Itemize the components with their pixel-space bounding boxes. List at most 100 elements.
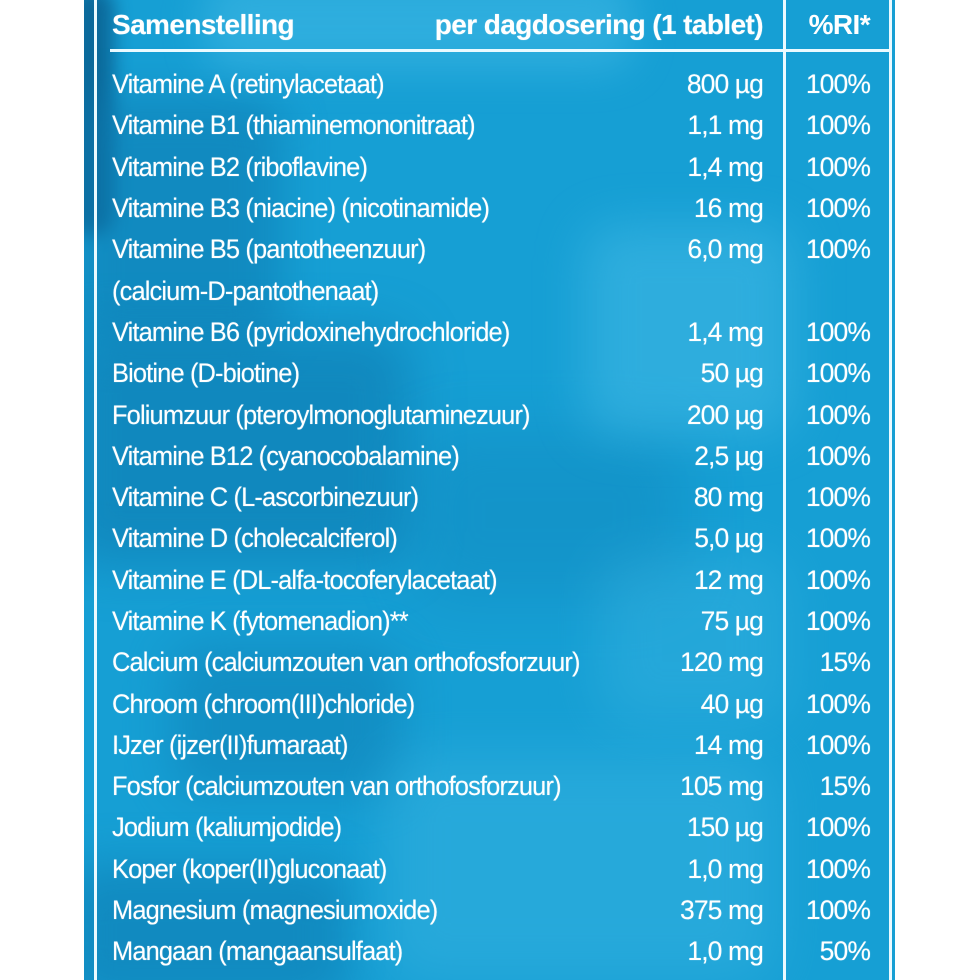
nutrient-name: Jodium (kaliumjodide)	[112, 812, 342, 843]
nutrient-ri: 100%	[805, 606, 871, 636]
row-main-cell: (calcium-D-pantothenaat)	[84, 270, 783, 311]
nutrient-ri: 50%	[819, 936, 871, 967]
nutrient-amount: 120 mg	[680, 647, 764, 678]
texture-dark-patch	[84, 330, 410, 565]
table-row: Magnesium (magnesiumoxide) 375 mg 100%	[84, 890, 895, 931]
nutrient-ri: 100%	[805, 440, 871, 471]
row-main-cell: Calcium (calciumzouten van orthofosforzu…	[84, 642, 783, 683]
ri-column-divider-line	[783, 0, 786, 980]
row-main-cell: Vitamine B1 (thiaminemononitraat) 1,1 mg	[84, 105, 783, 146]
table-row: Calcium (calciumzouten van orthofosforzu…	[84, 642, 895, 683]
nutrient-name: Vitamine B2 (riboflavine)	[112, 151, 368, 182]
texture-light-patch	[584, 225, 794, 435]
nutrient-name: (calcium-D-pantothenaat)	[112, 275, 379, 306]
nutrient-name: Magnesium (magnesiumoxide)	[112, 895, 438, 926]
nutrient-amount: 1,4 mg	[687, 316, 764, 347]
nutrient-name: Koper (koper(II)gluconaat)	[112, 853, 387, 884]
nutrient-ri: 100%	[805, 895, 871, 926]
table-row: Mangaan (mangaansulfaat) 1,0 mg 50%	[84, 931, 895, 972]
row-main-cell: Fosfor (calciumzouten van orthofosforzuu…	[84, 766, 783, 807]
table-row: Vitamine B2 (riboflavine) 1,4 mg 100%	[84, 147, 895, 188]
nutrient-name: Vitamine B3 (niacine) (nicotinamide)	[112, 193, 490, 224]
nutrient-ri: 100%	[805, 193, 871, 224]
nutrient-ri: 100%	[805, 234, 871, 265]
header-rule	[110, 49, 892, 52]
nutrient-amount: 1,1 mg	[687, 110, 764, 141]
table-row: (calcium-D-pantothenaat)	[84, 270, 895, 311]
row-main-cell: Vitamine C (L-ascorbinezuur) 80 mg	[84, 477, 783, 518]
texture-light-patch	[204, 0, 634, 70]
row-main-cell: Vitamine E (DL-alfa-tocoferylacetaat) 12…	[84, 560, 783, 601]
row-main-cell: Jodium (kaliumjodide) 150 µg	[84, 807, 783, 848]
nutrient-ri: 100%	[805, 812, 871, 843]
nutrient-amount: 16 mg	[693, 193, 764, 224]
column-header-dose: per dagdosering (1 tablet)	[434, 9, 764, 40]
column-header-ri: %RI*	[808, 9, 871, 40]
row-main-cell: Biotine (D-biotine) 50 µg	[84, 353, 783, 394]
row-main-cell: Vitamine B3 (niacine) (nicotinamide) 16 …	[84, 188, 783, 229]
nutrient-amount: 1,0 mg	[687, 936, 764, 967]
nutrient-name: Fosfor (calciumzouten van orthofosforzuu…	[112, 771, 562, 802]
nutrient-amount: 50 µg	[700, 358, 764, 389]
table-row: Vitamine B12 (cyanocobalamine) 2,5 µg 10…	[84, 436, 895, 477]
table-header: Samenstelling per dagdosering (1 tablet)…	[84, 0, 895, 50]
texture-dark-patch	[172, 645, 402, 795]
row-main-cell: Koper (koper(II)gluconaat) 1,0 mg	[84, 849, 783, 890]
row-main-cell: Vitamine D (cholecalciferol) 5,0 µg	[84, 518, 783, 559]
nutrient-name: Vitamine A (retinylacetaat)	[112, 69, 385, 100]
row-main-cell: Vitamine A (retinylacetaat) 800 µg	[84, 64, 783, 105]
texture-light-patch	[384, 755, 774, 980]
nutrient-ri: 100%	[805, 482, 871, 513]
table-row: Jodium (kaliumjodide) 150 µg 100%	[84, 807, 895, 848]
nutrient-ri: 100%	[805, 523, 871, 554]
nutrient-ri: 100%	[805, 399, 871, 430]
nutrient-name: Vitamine K (fytomenadion)**	[112, 606, 409, 636]
nutrient-ri: 100%	[805, 688, 871, 719]
nutrient-name: Vitamine B6 (pyridoxinehydrochloride)	[112, 316, 510, 347]
row-main-cell: Vitamine B2 (riboflavine) 1,4 mg	[84, 147, 783, 188]
supplement-facts-label: Samenstelling per dagdosering (1 tablet)…	[84, 0, 895, 980]
nutrient-ri: 15%	[819, 647, 871, 678]
nutrient-ri: 15%	[819, 771, 871, 802]
nutrient-amount: 5,0 µg	[694, 523, 764, 554]
row-main-cell: IJzer (ijzer(II)fumaraat) 14 mg	[84, 725, 783, 766]
table-row: Vitamine E (DL-alfa-tocoferylacetaat) 12…	[84, 560, 895, 601]
nutrient-name: Vitamine D (cholecalciferol)	[112, 523, 398, 554]
table-row: Koper (koper(II)gluconaat) 1,0 mg 100%	[84, 849, 895, 890]
header-main-cell: Samenstelling per dagdosering (1 tablet)	[84, 0, 783, 50]
right-border-line	[889, 0, 892, 980]
nutrient-amount: 1,0 mg	[687, 853, 764, 884]
nutrient-amount: 12 mg	[693, 564, 764, 595]
nutrient-ri: 100%	[805, 853, 871, 884]
nutrient-amount: 40 µg	[700, 688, 764, 719]
nutrient-name: Foliumzuur (pteroylmonoglutaminezuur)	[112, 399, 531, 430]
table-row: Vitamine B5 (pantotheenzuur) 6,0 mg 100%	[84, 229, 895, 270]
row-main-cell: Mangaan (mangaansulfaat) 1,0 mg	[84, 931, 783, 972]
row-main-cell: Magnesium (magnesiumoxide) 375 mg	[84, 890, 783, 931]
row-main-cell: Vitamine B5 (pantotheenzuur) 6,0 mg	[84, 229, 783, 270]
texture-dark-patch	[414, 430, 684, 600]
table-row: Vitamine B3 (niacine) (nicotinamide) 16 …	[84, 188, 895, 229]
nutrient-amount: 6,0 mg	[687, 234, 764, 265]
nutrient-amount: 800 µg	[686, 69, 764, 100]
table-row: Vitamine B6 (pyridoxinehydrochloride) 1,…	[84, 312, 895, 353]
table-row: Vitamine A (retinylacetaat) 800 µg 100%	[84, 64, 895, 105]
nutrient-ri: 100%	[805, 151, 871, 182]
nutrient-name: Mangaan (mangaansulfaat)	[112, 936, 403, 967]
row-main-cell: Vitamine B6 (pyridoxinehydrochloride) 1,…	[84, 312, 783, 353]
nutrient-amount: 14 mg	[693, 729, 764, 760]
nutrient-name: Vitamine B5 (pantotheenzuur)	[112, 234, 426, 265]
nutrient-ri: 100%	[805, 729, 871, 760]
table-row: Chroom (chroom(III)chloride) 40 µg 100%	[84, 683, 895, 724]
nutrient-name: Chroom (chroom(III)chloride)	[112, 688, 415, 719]
texture-dark-patch	[84, 95, 282, 345]
nutrient-name: IJzer (ijzer(II)fumaraat)	[112, 729, 349, 760]
row-main-cell: Foliumzuur (pteroylmonoglutaminezuur) 20…	[84, 394, 783, 435]
nutrient-name: Vitamine B1 (thiaminemononitraat)	[112, 110, 476, 141]
table-row: Vitamine K (fytomenadion)** 75 µg 100%	[84, 601, 895, 642]
table-row: Vitamine C (L-ascorbinezuur) 80 mg 100%	[84, 477, 895, 518]
nutrient-ri: 100%	[805, 564, 871, 595]
row-main-cell: Vitamine B12 (cyanocobalamine) 2,5 µg	[84, 436, 783, 477]
nutrient-ri: 100%	[805, 110, 871, 141]
